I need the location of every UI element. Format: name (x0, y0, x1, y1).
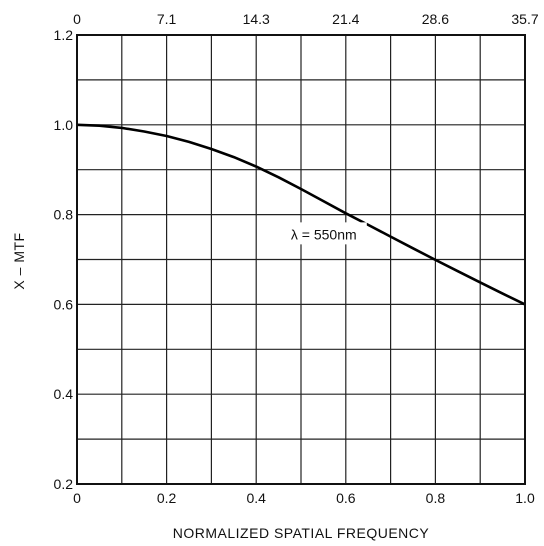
curve-layer (76, 123, 526, 306)
y-tick-label: 0.2 (54, 476, 74, 492)
top-x-tick-label: 21.4 (332, 11, 359, 27)
y-tick-label: 0.6 (54, 296, 74, 312)
series-line-550nm (76, 123, 526, 306)
x-tick-label: 0 (73, 490, 81, 506)
x-tick-label: 0.2 (157, 490, 177, 506)
annotation-background (280, 222, 367, 245)
x-tick-label: 0.8 (426, 490, 446, 506)
series-label-550nm: λ = 550nm (291, 226, 357, 242)
annotation-layer: λ = 550nm (280, 222, 367, 245)
y-tick-label: 1.2 (54, 27, 74, 43)
y-tick-label: 0.4 (54, 386, 74, 402)
grid (77, 35, 525, 484)
top-x-tick-label: 28.6 (422, 11, 449, 27)
plot-border (76, 34, 526, 485)
y-tick-label: 0.8 (54, 207, 74, 223)
x-tick-label: 0.6 (336, 490, 356, 506)
top-x-tick-label: 7.1 (157, 11, 177, 27)
y-axis-title: X – MTF (11, 232, 27, 289)
top-x-tick-label: 35.7 (511, 11, 538, 27)
top-x-tick-label: 14.3 (243, 11, 270, 27)
x-tick-label: 0.4 (246, 490, 266, 506)
x-tick-label: 1.0 (515, 490, 535, 506)
y-tick-label: 1.0 (54, 117, 74, 133)
plot-frame (76, 34, 526, 485)
tick-labels: 0 0.2 0.4 0.6 0.8 1.00 7.1 14.3 21.4 28.6 35.70.20… (54, 11, 539, 506)
top-x-tick-label: 0 (73, 11, 81, 27)
x-axis-title: NORMALIZED SPATIAL FREQUENCY (173, 525, 430, 541)
